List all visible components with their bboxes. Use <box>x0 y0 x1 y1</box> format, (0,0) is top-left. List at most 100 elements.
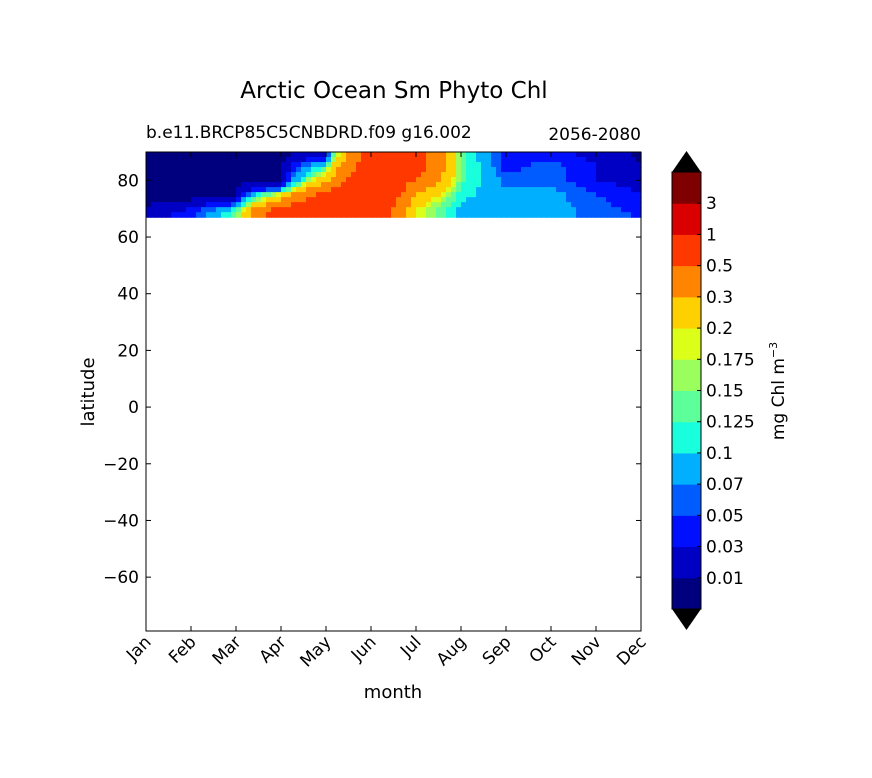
heatmap-cell <box>361 202 367 208</box>
heatmap-cell <box>351 187 357 193</box>
heatmap-cell <box>331 182 337 188</box>
heatmap-cell <box>596 187 602 193</box>
heatmap-cell <box>396 167 402 173</box>
heatmap-cell <box>271 212 277 218</box>
heatmap-cell <box>441 202 447 208</box>
heatmap-cell <box>176 197 182 203</box>
heatmap-cell <box>316 192 322 198</box>
heatmap-cell <box>201 212 207 218</box>
heatmap-cell <box>201 202 207 208</box>
heatmap-cell <box>281 167 287 173</box>
heatmap-cell <box>156 197 162 203</box>
heatmap-cell <box>591 202 597 208</box>
heatmap-cell <box>461 182 467 188</box>
heatmap-cell <box>336 157 342 163</box>
heatmap-cell <box>611 207 617 213</box>
heatmap-cell <box>421 167 427 173</box>
heatmap-cell <box>606 187 612 193</box>
heatmap-cell <box>166 187 172 193</box>
heatmap-cell <box>536 152 542 158</box>
heatmap-cell <box>226 167 232 173</box>
heatmap-cell <box>246 212 252 218</box>
heatmap-cell <box>361 212 367 218</box>
colorbar-tick-label: 0.07 <box>706 475 744 495</box>
heatmap-cell <box>451 167 457 173</box>
heatmap-cell <box>546 212 552 218</box>
heatmap-cell <box>401 197 407 203</box>
heatmap-cell <box>291 212 297 218</box>
heatmap-cell <box>511 207 517 213</box>
heatmap-cell <box>631 202 637 208</box>
heatmap-cell <box>391 182 397 188</box>
heatmap-cell <box>481 167 487 173</box>
heatmap-cell <box>371 172 377 178</box>
heatmap-cell <box>426 177 432 183</box>
heatmap-cell <box>351 202 357 208</box>
heatmap-cell <box>626 212 632 218</box>
heatmap-cell <box>631 152 637 158</box>
heatmap-cell <box>206 212 212 218</box>
heatmap-cell <box>146 167 152 173</box>
heatmap-cell <box>636 197 642 203</box>
heatmap-cell <box>241 152 247 158</box>
heatmap-cell <box>356 157 362 163</box>
heatmap-cell <box>336 172 342 178</box>
heatmap-cell <box>501 152 507 158</box>
heatmap-cell <box>616 192 622 198</box>
heatmap-cell <box>266 192 272 198</box>
heatmap-cell <box>481 162 487 168</box>
heatmap-cell <box>431 177 437 183</box>
heatmap-cell <box>376 192 382 198</box>
heatmap-cell <box>471 157 477 163</box>
heatmap-cell <box>521 167 527 173</box>
heatmap-cell <box>511 182 517 188</box>
heatmap-cell <box>391 192 397 198</box>
heatmap-cell <box>536 167 542 173</box>
heatmap-cell <box>466 182 472 188</box>
heatmap-cell <box>626 177 632 183</box>
heatmap-cell <box>346 152 352 158</box>
heatmap-cell <box>341 182 347 188</box>
heatmap-cell <box>371 192 377 198</box>
heatmap-cell <box>576 152 582 158</box>
heatmap-cell <box>246 177 252 183</box>
heatmap-cell <box>631 212 637 218</box>
heatmap-cell <box>206 172 212 178</box>
heatmap-cell <box>391 202 397 208</box>
heatmap-cell <box>436 207 442 213</box>
heatmap-cell <box>326 197 332 203</box>
heatmap-cell <box>541 162 547 168</box>
heatmap-cell <box>236 172 242 178</box>
plot-frame <box>145 151 642 632</box>
heatmap-cell <box>251 192 257 198</box>
heatmap-cell <box>211 162 217 168</box>
heatmap-cell <box>406 182 412 188</box>
heatmap-cell <box>531 167 537 173</box>
heatmap-cell <box>621 157 627 163</box>
heatmap-cell <box>216 207 222 213</box>
heatmap-cell <box>336 197 342 203</box>
heatmap-cell <box>571 187 577 193</box>
heatmap-cell <box>451 182 457 188</box>
heatmap-cell <box>556 172 562 178</box>
heatmap-cell <box>611 172 617 178</box>
heatmap-cell <box>581 182 587 188</box>
heatmap-cell <box>411 172 417 178</box>
heatmap-cell <box>576 207 582 213</box>
heatmap-cell <box>516 172 522 178</box>
heatmap-cell <box>621 207 627 213</box>
heatmap-cell <box>241 177 247 183</box>
heatmap-cell <box>356 187 362 193</box>
heatmap-cell <box>521 177 527 183</box>
heatmap-cell <box>546 197 552 203</box>
heatmap-cell <box>541 157 547 163</box>
heatmap-cell <box>521 172 527 178</box>
heatmap-cell <box>281 202 287 208</box>
heatmap-cell <box>356 182 362 188</box>
heatmap-cell <box>201 172 207 178</box>
heatmap-cell <box>221 187 227 193</box>
heatmap-cell <box>161 162 167 168</box>
heatmap-cell <box>161 212 167 218</box>
heatmap-cell <box>251 177 257 183</box>
heatmap-cell <box>306 202 312 208</box>
